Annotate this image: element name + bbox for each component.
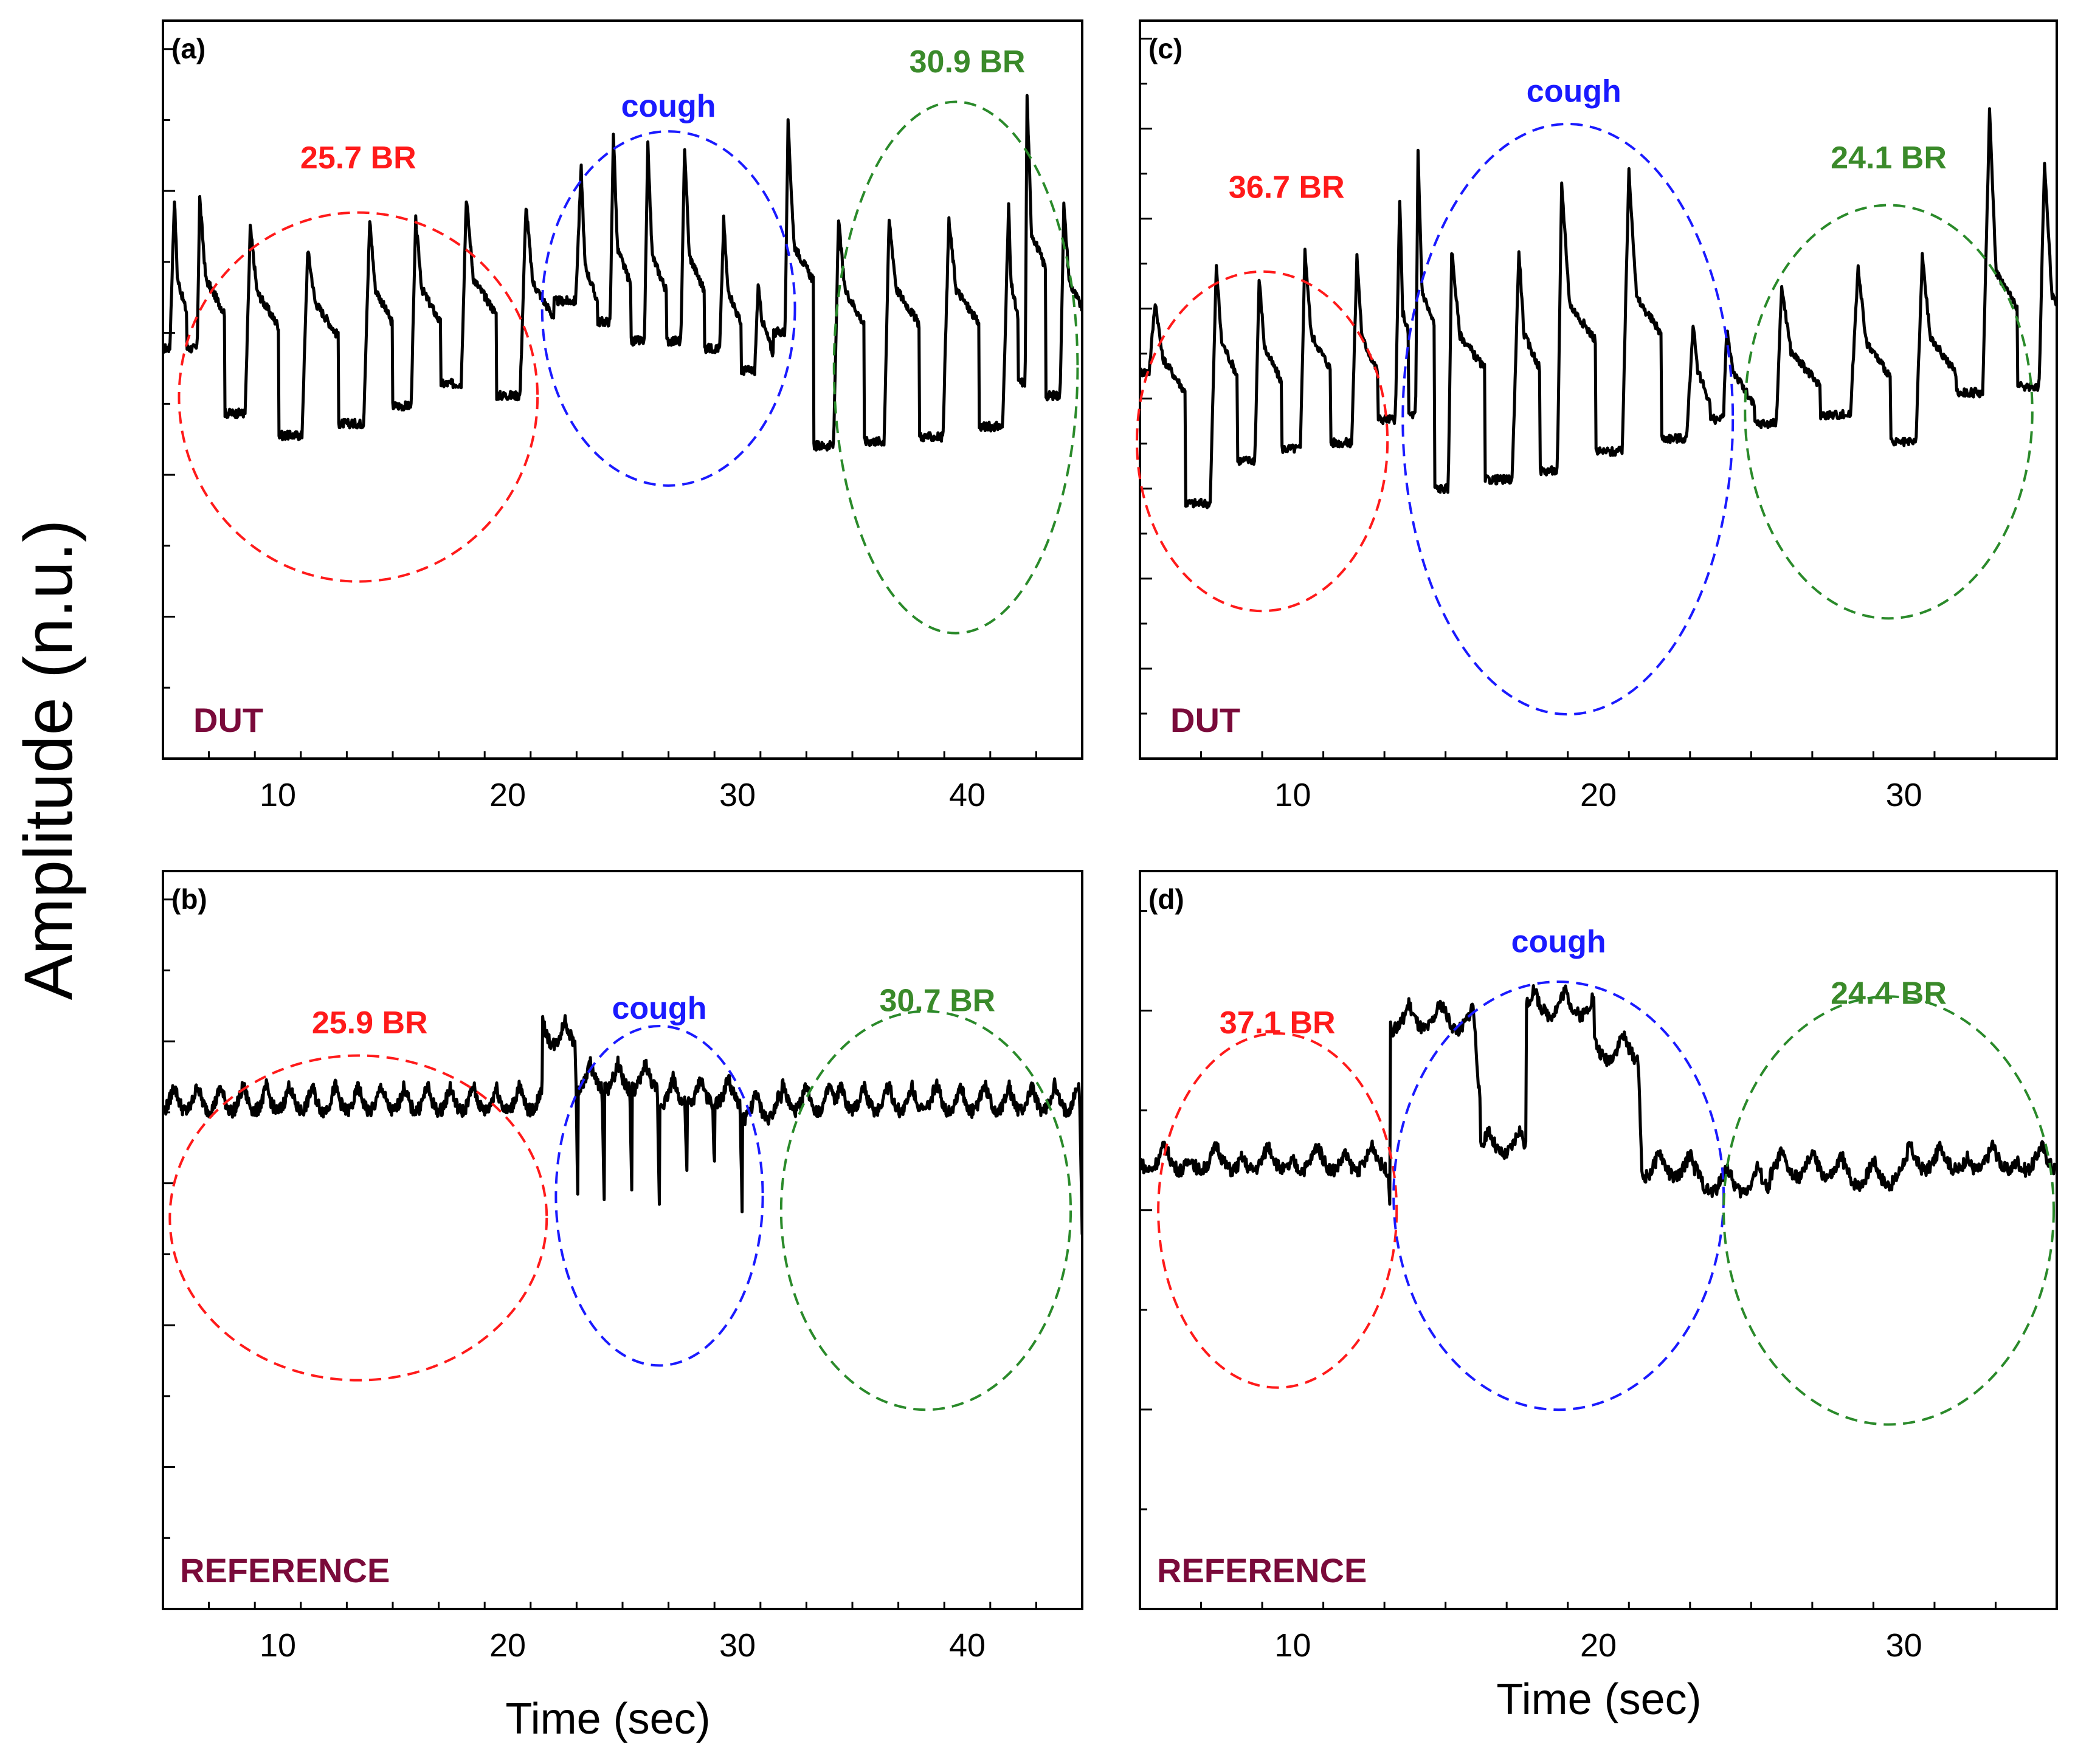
annotation-ellipse-blue — [1401, 122, 1735, 716]
y-axis-label: Amplitude (n.u.) — [10, 520, 86, 1001]
device-label: DUT — [193, 701, 263, 739]
device-label: REFERENCE — [1157, 1551, 1367, 1590]
annotation-label-red: 25.7 BR — [300, 140, 416, 176]
annotation-label-red: 36.7 BR — [1229, 170, 1345, 205]
x-tick-label: 20 — [1580, 1627, 1617, 1664]
x-tick-label: 10 — [260, 1627, 296, 1664]
device-label: DUT — [1170, 701, 1240, 739]
x-tick-label: 10 — [260, 777, 296, 813]
plot-frame — [1139, 870, 2058, 1610]
annotation-label-green: 30.9 BR — [910, 44, 1026, 80]
panels: 10 20 30 40 25.7 BR cough 30.9 BR (a) DUT 10 20 30 3… — [162, 19, 2058, 1664]
x-tick-label: 30 — [719, 777, 756, 813]
x-tick-label: 30 — [719, 1627, 756, 1664]
panel-c: 10 20 30 36.7 BR cough 24.1 BR (c) DUT — [1135, 19, 2058, 813]
panel-label: (a) — [171, 33, 205, 64]
x-tick-label: 10 — [1274, 777, 1311, 813]
annotation-label-red: 25.9 BR — [312, 1005, 428, 1041]
annotation-ellipse-green — [1744, 204, 2034, 620]
annotation-label-blue: cough — [1511, 925, 1606, 960]
x-tick-label: 40 — [949, 1627, 986, 1664]
x-tick-label: 20 — [489, 777, 526, 813]
annotation-ellipse-blue — [554, 1024, 764, 1367]
annotation-label-blue: cough — [1527, 74, 1621, 109]
x-tick-label: 40 — [949, 777, 986, 813]
annotation-ellipse-red — [178, 211, 539, 583]
annotation-ellipse-red — [1135, 270, 1389, 613]
annotation-ellipse-blue — [1392, 980, 1725, 1411]
panel-a: 10 20 30 40 25.7 BR cough 30.9 BR (a) DUT — [162, 19, 1083, 813]
annotation-label-green: 30.7 BR — [879, 984, 995, 1019]
panel-label: (d) — [1148, 883, 1184, 915]
x-tick-label: 20 — [489, 1627, 526, 1664]
panel-label: (b) — [171, 883, 207, 915]
signal-trace — [1140, 107, 2057, 509]
annotation-label-blue: cough — [612, 991, 706, 1026]
annotation-ellipse-blue — [540, 130, 796, 487]
x-axis-label-right: Time (sec) — [1496, 1675, 1701, 1724]
plot-frame — [162, 870, 1083, 1610]
x-tick-label: 30 — [1886, 777, 1922, 813]
annotation-ellipse-green — [779, 1010, 1072, 1411]
panel-b: 10 20 30 40 25.9 BR cough 30.7 BR (b) REFERENCE — [162, 870, 1083, 1664]
signal-trace — [163, 94, 1082, 452]
signal-trace — [1140, 984, 2057, 1206]
x-tick-label: 10 — [1274, 1627, 1311, 1664]
annotation-label-green: 24.4 BR — [1831, 976, 1947, 1011]
annotation-label-blue: cough — [621, 89, 716, 124]
device-label: REFERENCE — [180, 1551, 390, 1590]
annotation-ellipse-red — [1157, 1032, 1398, 1389]
signal-trace — [163, 1014, 1082, 1235]
annotation-ellipse-red — [168, 1054, 548, 1382]
plot-frame — [1139, 19, 2058, 760]
panel-label: (c) — [1148, 33, 1183, 64]
panel-d: 10 20 30 37.1 BR cough 24.4 BR (d) REFERENCE — [1139, 870, 2058, 1664]
x-tick-label: 30 — [1886, 1627, 1922, 1664]
annotation-ellipse-green — [832, 100, 1079, 635]
annotation-ellipse-green — [1722, 995, 2055, 1426]
x-axis-label-left: Time (sec) — [505, 1695, 710, 1743]
annotation-label-red: 37.1 BR — [1220, 1005, 1336, 1041]
annotation-label-green: 24.1 BR — [1831, 140, 1947, 176]
x-tick-label: 20 — [1580, 777, 1617, 813]
